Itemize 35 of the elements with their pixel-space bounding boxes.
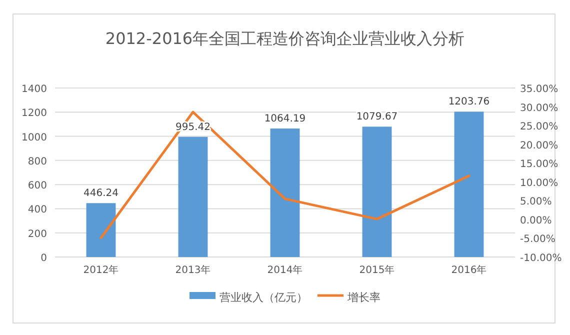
bar [270, 128, 300, 257]
data-label: 1064.19 [264, 114, 306, 125]
x-tick-label: 2016年 [451, 264, 487, 276]
bar [178, 136, 208, 257]
y2-tick-label: 25.00% [520, 122, 558, 133]
x-tick-label: 2015年 [359, 264, 395, 276]
data-label: 446.24 [84, 188, 118, 200]
y2-tick-label: 10.00% [520, 178, 558, 189]
y2-tick-label: 0.00% [520, 215, 552, 226]
y2-tick-label: 20.00% [520, 140, 558, 152]
y2-tick-label: 30.00% [520, 102, 558, 114]
y-tick-label: 400 [28, 204, 47, 216]
y2-tick-label: 15.00% [520, 159, 558, 170]
y2-tick-label: 35.00% [520, 84, 558, 95]
bar [362, 126, 392, 257]
y-tick-label: 1200 [22, 108, 47, 120]
y2-tick-label: 5.00% [520, 196, 552, 208]
bar [86, 203, 116, 257]
y-tick-label: 200 [28, 228, 47, 240]
legend-label: 增长率 [346, 291, 380, 304]
x-tick-label: 2014年 [267, 264, 303, 276]
x-tick-label: 2012年 [83, 264, 119, 276]
chart-title: 2012-2016年全国工程造价咨询企业营业收入分析 [105, 29, 465, 48]
data-label: 1079.67 [356, 112, 398, 123]
y-tick-label: 1400 [22, 84, 47, 95]
y-tick-label: 800 [28, 156, 47, 168]
x-tick-label: 2013年 [175, 264, 211, 276]
bar [454, 112, 484, 257]
legend-label: 营业收入（亿元） [220, 291, 308, 304]
y-tick-label: 600 [28, 180, 47, 192]
y-tick-label: 0 [40, 253, 47, 264]
data-label: 1203.76 [448, 96, 490, 108]
y-tick-label: 1000 [22, 132, 47, 144]
y2-tick-label: -10.00% [520, 253, 562, 264]
y2-tick-label: -5.00% [520, 234, 556, 246]
